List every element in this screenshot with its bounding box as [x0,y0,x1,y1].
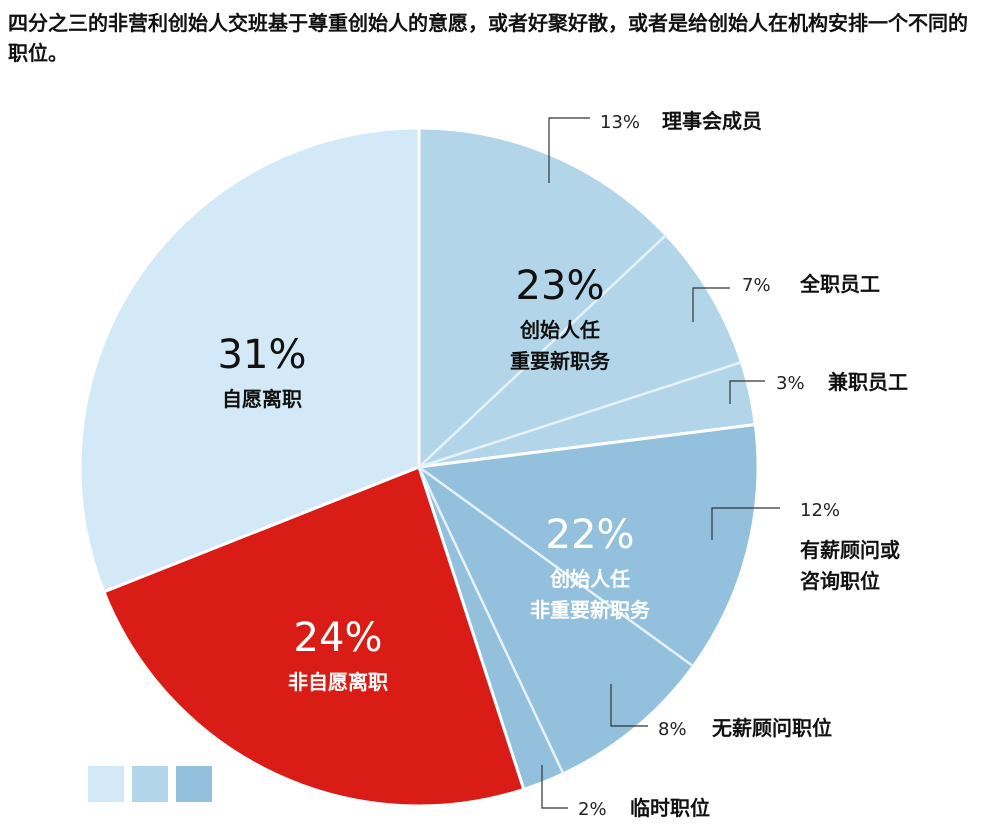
slice-voluntary [78,126,421,594]
inner-label-voluntary-1: 自愿离职 [222,387,302,411]
callout-label-full-time: 全职员工 [799,272,880,296]
callout-pct-unpaid-advisor: 8% [658,719,687,740]
divider-full-time [418,361,742,469]
slice-important-role [417,126,758,469]
legend-swatch-1 [88,766,124,802]
leader-line-paid-advisor [711,507,780,540]
callout-pct-full-time: 7% [742,275,771,296]
inner-label-important-role-2: 重要新职务 [510,349,611,373]
legend-swatch-2 [132,766,168,802]
callout-pct-board-member: 13% [600,112,640,133]
inner-pct-involuntary: 24% [294,615,383,661]
chart-title: 四分之三的非营利创始人交班基于尊重创始人的意愿，或者好聚好散，或者是给创始人在机… [8,11,968,65]
leader-line-board-member [548,117,590,183]
callout-pct-part-time: 3% [776,373,805,394]
callout-label-board-member: 理事会成员 [662,109,762,133]
inner-label-non-important-role-2: 非重要新职务 [530,598,651,622]
inner-label-important-role-1: 创始人任 [519,318,600,342]
callout-label-unpaid-advisor: 无薪顾问职位 [712,716,832,740]
legend-swatches [88,766,212,802]
pie-slices [78,126,760,808]
leader-line-part-time [729,380,765,404]
slice-non-important-role [417,422,760,792]
divider-unpaid-advisor [417,466,565,775]
callout-label-temporary: 临时职位 [630,796,710,820]
divider-board-member [418,234,667,468]
inner-label-non-important-role-1: 创始人任 [549,567,630,591]
inner-pct-important-role: 23% [516,263,605,309]
leader-line-unpaid-advisor [610,684,648,727]
callout-label-part-time: 兼职员工 [828,370,908,394]
leader-line-temporary [541,765,568,809]
callout-label-paid-advisor-2: 咨询职位 [800,569,880,593]
divider-paid-advisor [418,465,694,668]
callout-label-paid-advisor-1: 有薪顾问或 [800,538,900,562]
inner-pct-non-important-role: 22% [546,512,635,558]
sub-slice-dividers [417,234,742,775]
legend-swatch-3 [176,766,212,802]
inner-label-involuntary-1: 非自愿离职 [288,670,388,694]
leader-line-full-time [692,287,730,322]
inner-pct-voluntary: 31% [218,332,307,378]
callout-pct-temporary: 2% [578,799,607,820]
callout-pct-paid-advisor: 12% [800,500,840,521]
